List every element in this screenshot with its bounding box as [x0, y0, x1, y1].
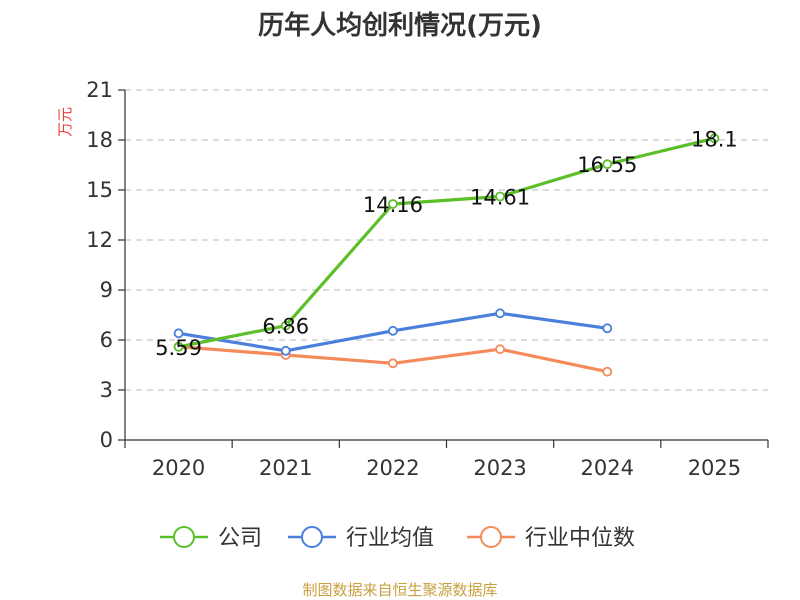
x-tick-labels: 2020 2021 2022 2023 2024 2025 — [152, 456, 741, 480]
series-1-point-2 — [388, 325, 398, 336]
grid-lines — [125, 89, 768, 391]
series-0-point-0 — [173, 341, 184, 352]
y-tick-label-15: 15 — [86, 178, 113, 202]
x-tick-label-2020: 2020 — [152, 456, 205, 480]
y-tick-labels: 0 3 6 9 12 15 18 21 — [86, 78, 113, 452]
legend-marker-0 — [173, 526, 195, 548]
series-0-point-1 — [280, 320, 291, 331]
x-tick-label-2022: 2022 — [366, 456, 419, 480]
y-tick-label-9: 9 — [100, 278, 113, 302]
x-tick-label-2024: 2024 — [581, 456, 634, 480]
footer-source: 制图数据来自恒生聚源数据库 — [302, 581, 497, 599]
y-axis-label: 万元 — [56, 107, 74, 137]
series-line-0 — [177, 136, 717, 349]
series-2-point-3 — [495, 344, 505, 355]
data-labels: 5.59 6.86 14.16 14.61 16.55 18.1 — [155, 127, 738, 360]
data-label-4: 16.55 — [577, 153, 637, 177]
legend[interactable]: 公司 行业均值 行业中位数 — [160, 526, 635, 551]
series-1-point-1 — [280, 345, 291, 356]
x-tick-label-2025: 2025 — [688, 456, 741, 480]
y-tick-label-0: 0 — [100, 428, 113, 452]
legend-marker-2 — [480, 526, 502, 548]
series-2-point-2 — [388, 358, 398, 369]
y-tick-label-18: 18 — [86, 128, 113, 152]
y-tick-label-3: 3 — [100, 378, 113, 402]
legend-marker-1 — [301, 526, 323, 548]
series-1-point-3 — [495, 308, 505, 319]
x-tick-label-2021: 2021 — [259, 456, 312, 480]
series-0-point-2 — [388, 199, 398, 209]
y-tick-label-12: 12 — [86, 228, 113, 252]
series-0-point-5 — [709, 133, 720, 144]
data-label-1: 6.86 — [262, 315, 309, 339]
legend-label-1: 行业均值 — [346, 526, 434, 551]
legend-label-0: 公司 — [218, 526, 262, 551]
y-tick-label-6: 6 — [100, 328, 113, 352]
y-tick-label-21: 21 — [86, 78, 113, 102]
series-layer — [173, 133, 720, 377]
data-label-3: 14.61 — [470, 186, 530, 210]
data-label-5: 18.1 — [691, 127, 738, 151]
series-0-point-4 — [602, 159, 613, 170]
series-1-point-0 — [173, 328, 184, 339]
series-0-point-3 — [495, 191, 505, 202]
data-label-2: 14.16 — [363, 193, 423, 217]
series-2-point-4 — [602, 366, 613, 377]
axes — [118, 89, 769, 448]
series-1-point-4 — [602, 323, 613, 334]
legend-label-2: 行业中位数 — [525, 526, 635, 551]
x-tick-label-2023: 2023 — [473, 456, 526, 480]
data-label-0: 5.59 — [155, 336, 202, 360]
chart-title: 历年人均创利情况(万元) — [258, 10, 542, 41]
